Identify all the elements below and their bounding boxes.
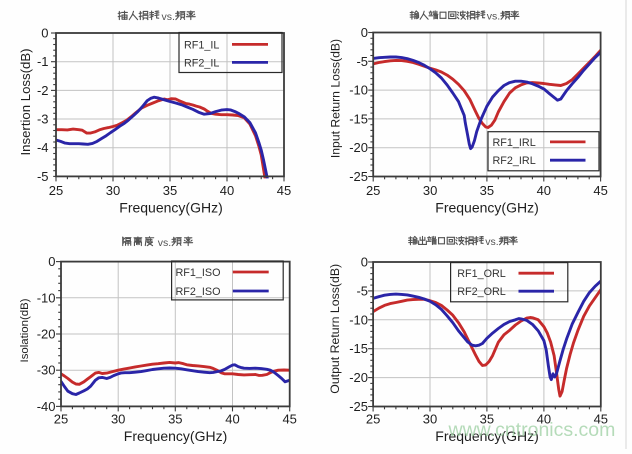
svg-text:-15: -15 [349, 341, 368, 356]
svg-text:40: 40 [225, 411, 239, 426]
svg-text:RF1_IRL: RF1_IRL [493, 137, 536, 149]
svg-text:vs.: vs. [487, 11, 500, 23]
svg-text:-5: -5 [37, 169, 49, 184]
svg-text:35: 35 [168, 411, 182, 426]
svg-text:-10: -10 [349, 83, 368, 98]
svg-text:0: 0 [361, 25, 368, 40]
svg-text:-30: -30 [37, 363, 56, 378]
svg-text:RF1_ISO: RF1_ISO [176, 267, 221, 279]
svg-text:RF2_IL: RF2_IL [184, 57, 219, 69]
svg-text:40: 40 [220, 183, 234, 198]
svg-text:-5: -5 [356, 54, 368, 69]
svg-text:RF2_ISO: RF2_ISO [176, 286, 221, 298]
svg-text:-25: -25 [349, 169, 368, 184]
svg-text:Output Return Loss(dB): Output Return Loss(dB) [328, 264, 342, 394]
svg-text:RF2_IRL: RF2_IRL [493, 155, 536, 167]
svg-text:-2: -2 [37, 83, 49, 98]
svg-text:40: 40 [537, 183, 551, 198]
svg-text:www.cntronics.com: www.cntronics.com [448, 419, 616, 441]
svg-text:-15: -15 [349, 111, 368, 126]
svg-text:45: 45 [277, 183, 291, 198]
svg-text:30: 30 [423, 411, 437, 426]
svg-text:-20: -20 [349, 370, 368, 385]
svg-text:25: 25 [49, 183, 63, 198]
svg-text:-20: -20 [349, 140, 368, 155]
svg-text:Frequency(GHz): Frequency(GHz) [119, 200, 222, 216]
svg-text:30: 30 [423, 183, 437, 198]
svg-text:-20: -20 [37, 327, 56, 342]
svg-text:0: 0 [361, 255, 368, 270]
svg-text:RF2_ORL: RF2_ORL [457, 286, 506, 298]
svg-text:0: 0 [41, 26, 48, 41]
svg-text:25: 25 [366, 183, 380, 198]
svg-text:Input Return Loss(dB): Input Return Loss(dB) [329, 39, 343, 158]
svg-text:Isolation(dB): Isolation(dB) [19, 298, 31, 362]
svg-text:vs.: vs. [158, 237, 171, 249]
svg-text:30: 30 [111, 411, 125, 426]
svg-text:35: 35 [480, 183, 494, 198]
svg-text:35: 35 [163, 183, 177, 198]
svg-text:25: 25 [366, 411, 380, 426]
svg-text:-1: -1 [37, 54, 49, 69]
svg-text:Frequency(GHz): Frequency(GHz) [435, 200, 538, 216]
svg-text:-10: -10 [37, 290, 56, 305]
svg-text:-10: -10 [349, 312, 368, 327]
svg-text:RF1_IL: RF1_IL [184, 39, 219, 51]
svg-text:-4: -4 [37, 140, 49, 155]
svg-text:Frequency(GHz): Frequency(GHz) [124, 428, 227, 444]
svg-text:vs.: vs. [162, 11, 175, 23]
svg-text:-3: -3 [37, 112, 49, 127]
svg-text:vs.: vs. [485, 236, 498, 248]
svg-text:-5: -5 [356, 283, 368, 298]
svg-text:0: 0 [48, 254, 55, 269]
svg-text:Insertion Loss(dB): Insertion Loss(dB) [18, 48, 33, 155]
svg-text:-40: -40 [37, 399, 56, 414]
svg-text:25: 25 [54, 411, 68, 426]
svg-text:45: 45 [282, 411, 296, 426]
svg-text:45: 45 [593, 183, 607, 198]
svg-text:30: 30 [106, 183, 120, 198]
svg-text:RF1_ORL: RF1_ORL [457, 268, 506, 280]
